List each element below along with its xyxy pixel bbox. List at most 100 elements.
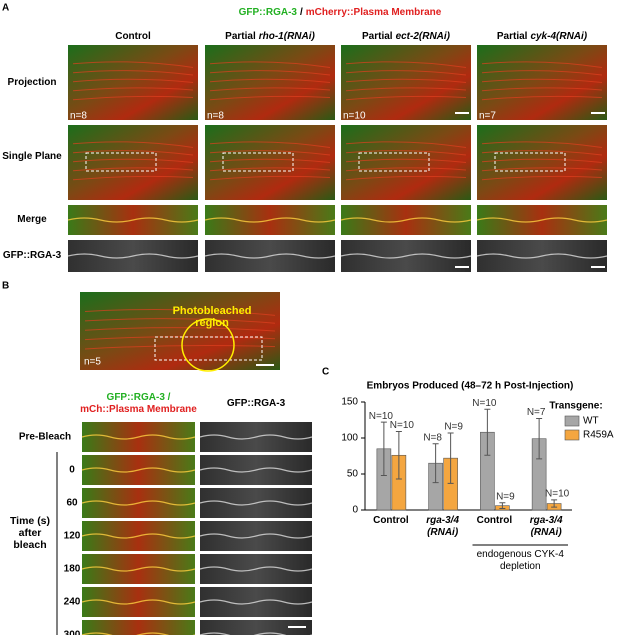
- n-label: N=10: [472, 398, 497, 409]
- cell-outline: [72, 175, 194, 181]
- time-label: 0: [69, 465, 75, 476]
- title-red: mCherry::Plasma Membrane: [306, 7, 442, 18]
- micrograph: [80, 292, 280, 370]
- cell-outline: [345, 141, 467, 148]
- bleach-circle: [181, 318, 235, 372]
- membrane: [199, 566, 313, 572]
- cell-outline: [481, 87, 603, 92]
- n-label: n=10: [343, 111, 366, 122]
- membrane: [476, 253, 608, 259]
- cell-outline: [72, 158, 194, 163]
- micrograph: [477, 125, 607, 200]
- panel-label: C: [322, 367, 329, 378]
- column-prefix: Partial: [362, 31, 393, 42]
- group-label: endogenous CYK-4 depletion: [476, 549, 564, 572]
- membrane: [199, 500, 313, 506]
- y-tick-label: 50: [347, 469, 359, 480]
- row-label: Projection: [7, 76, 57, 88]
- membrane: [67, 217, 199, 223]
- membrane: [476, 217, 608, 223]
- error-bar: [536, 418, 543, 460]
- cell-outline: [72, 167, 194, 172]
- panel-label: B: [2, 281, 9, 292]
- roi-box: [358, 152, 430, 172]
- column-prefix: Partial: [225, 31, 256, 42]
- cell-outline: [72, 70, 194, 76]
- membrane: [199, 599, 313, 605]
- cell-outline: [72, 61, 194, 68]
- row-label: Pre-Bleach: [19, 432, 71, 443]
- membrane: [67, 253, 199, 259]
- x-tick-label: rga-3/4 (RNAi): [426, 515, 460, 538]
- cell-outline: [481, 141, 603, 148]
- cell-outline: [481, 95, 603, 101]
- n-label: N=10: [390, 420, 415, 431]
- micrograph: [82, 620, 195, 635]
- cell-outline: [84, 327, 276, 332]
- legend-label: R459A: [583, 430, 614, 441]
- cell-outline: [209, 78, 331, 83]
- cell-outline: [72, 78, 194, 83]
- membrane: [199, 533, 313, 539]
- roi-box: [85, 152, 157, 172]
- error-bar: [484, 408, 491, 456]
- cell-outline: [84, 344, 276, 350]
- membrane: [204, 217, 336, 223]
- membrane: [81, 599, 196, 605]
- time-label: 240: [64, 597, 81, 608]
- row-label: Single Plane: [2, 150, 62, 162]
- membrane: [199, 467, 313, 473]
- cell-outline: [345, 150, 467, 156]
- error-bar: [380, 421, 387, 476]
- membrane: [81, 467, 196, 473]
- column-header: Partial rho-1(RNAi): [225, 31, 315, 42]
- y-tick-label: 100: [341, 433, 358, 444]
- row-label: GFP::RGA-3: [2, 250, 62, 261]
- x-tick-label: rga-3/4 (RNAi): [529, 515, 563, 538]
- title-sep: /: [300, 7, 303, 18]
- time-label: 60: [66, 498, 78, 509]
- cell-outline: [345, 61, 467, 68]
- cell-outline: [209, 95, 331, 101]
- legend-label: WT: [583, 416, 599, 427]
- cell-outline: [209, 70, 331, 76]
- cell-outline: [209, 150, 331, 156]
- cell-outline: [481, 175, 603, 181]
- cell-outline: [209, 167, 331, 172]
- membrane: [199, 434, 313, 440]
- cell-outline: [209, 158, 331, 163]
- col-header: GFP::RGA-3: [226, 398, 286, 409]
- legend-title: Transgene:: [549, 401, 602, 412]
- micrograph: [200, 620, 312, 635]
- cell-outline: [72, 95, 194, 101]
- n-label: n=5: [84, 357, 101, 368]
- n-label: N=9: [496, 491, 515, 502]
- n-label: N=10: [545, 489, 570, 500]
- membrane: [340, 253, 472, 259]
- title-green: GFP::RGA-3: [239, 7, 298, 18]
- col-header: mCh::Plasma Membrane: [80, 404, 197, 415]
- cell-outline: [209, 87, 331, 92]
- cell-outline: [72, 87, 194, 92]
- cell-outline: [209, 141, 331, 148]
- n-label: N=8: [423, 432, 442, 443]
- micrograph: [68, 45, 198, 120]
- cell-outline: [345, 158, 467, 163]
- error-bar: [432, 443, 439, 484]
- membrane: [340, 217, 472, 223]
- error-bar: [447, 432, 454, 484]
- row-label: Merge: [17, 214, 47, 225]
- annotation: Photobleached region: [172, 305, 252, 329]
- cell-outline: [345, 87, 467, 92]
- cell-outline: [72, 141, 194, 148]
- error-bar: [551, 499, 558, 508]
- cell-outline: [209, 175, 331, 181]
- time-label: 300: [64, 630, 81, 635]
- legend-swatch: [564, 429, 580, 441]
- cell-outline: [345, 78, 467, 83]
- column-prefix: Partial: [497, 31, 528, 42]
- n-label: N=9: [444, 422, 463, 433]
- micrograph: [205, 45, 335, 120]
- y-tick-label: 0: [352, 505, 358, 516]
